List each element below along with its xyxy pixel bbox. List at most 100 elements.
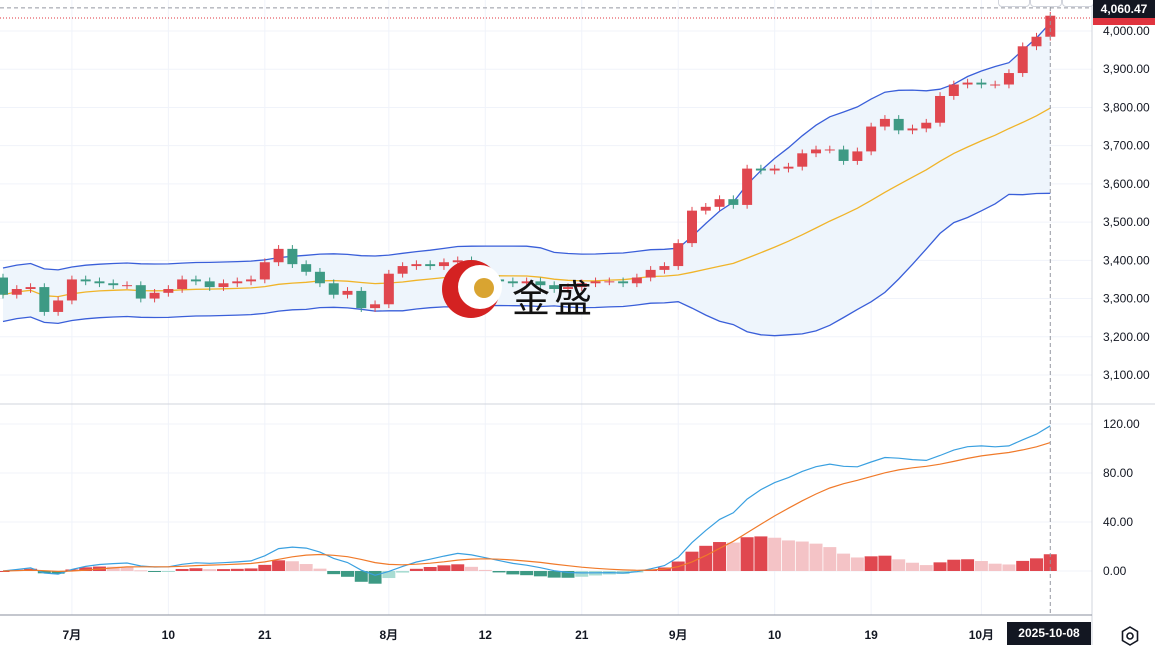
price-tick-label: 3,500.00 xyxy=(1103,215,1150,229)
macd-histogram-bar xyxy=(575,571,589,577)
candle-body xyxy=(811,149,822,154)
macd-histogram-bar xyxy=(754,536,768,571)
candle-body xyxy=(590,281,601,284)
candle-body xyxy=(618,281,629,284)
macd-histogram-bar xyxy=(988,563,1002,571)
candle-body xyxy=(866,126,877,152)
candle-body xyxy=(190,279,201,282)
macd-histogram-bar xyxy=(713,542,727,571)
macd-histogram-bar xyxy=(561,571,575,578)
bollinger-fill xyxy=(3,22,1051,336)
candle-body xyxy=(659,266,670,270)
candle-body xyxy=(714,199,725,207)
candle-body xyxy=(301,264,312,272)
macd-histogram-bar xyxy=(533,571,547,577)
price-tick-label: 3,600.00 xyxy=(1103,177,1150,191)
macd-histogram-bar xyxy=(699,545,713,571)
candle-body xyxy=(397,266,408,274)
candle-body xyxy=(921,122,932,129)
candle-body xyxy=(700,206,711,211)
time-tick-label: 10月 xyxy=(969,628,994,642)
macd-histogram-bar xyxy=(161,571,175,572)
candle-body xyxy=(287,248,298,265)
candle-body xyxy=(604,281,615,283)
macd-histogram-bar xyxy=(148,571,162,572)
candle-body xyxy=(976,82,987,85)
price-tick-label: 3,800.00 xyxy=(1103,100,1150,114)
macd-histogram-bar xyxy=(974,561,988,571)
toolbar-button[interactable] xyxy=(998,0,1030,7)
candle-body xyxy=(948,84,959,96)
macd-histogram-bar xyxy=(189,568,203,571)
price-tick-label: 3,900.00 xyxy=(1103,62,1150,76)
candle-body xyxy=(356,290,367,309)
candle-body xyxy=(755,168,766,171)
bollinger-lower-line xyxy=(2,192,1051,337)
gear-icon[interactable] xyxy=(1120,626,1140,646)
candle-body xyxy=(631,277,642,284)
candle-body xyxy=(1003,73,1014,85)
price-tick-label: 4,000.00 xyxy=(1103,24,1150,38)
candle-body xyxy=(838,149,849,161)
candle-body xyxy=(852,151,863,161)
macd-histogram-bar xyxy=(465,566,479,571)
macd-tick-label: 80.00 xyxy=(1103,466,1133,480)
bollinger-upper-line xyxy=(2,22,1051,271)
time-tick-label: 21 xyxy=(258,628,272,642)
candle-body xyxy=(0,277,8,295)
candle-body xyxy=(769,168,780,171)
candle-body xyxy=(824,149,835,151)
crosshair-date-label: 2025-10-08 xyxy=(1007,622,1091,645)
macd-histogram-bar xyxy=(864,556,878,571)
candle-body xyxy=(94,281,105,284)
price-tick-label: 3,700.00 xyxy=(1103,139,1150,153)
candle-body xyxy=(218,283,229,288)
candle-body xyxy=(466,260,477,274)
candle-body xyxy=(645,269,656,278)
candle-body xyxy=(232,281,243,284)
candle-body xyxy=(328,283,339,295)
candle-body xyxy=(962,82,973,85)
macd-histogram-bar xyxy=(396,571,410,573)
macd-histogram-bar xyxy=(175,568,189,571)
macd-histogram-bar xyxy=(120,567,134,571)
macd-histogram-bar xyxy=(230,568,244,571)
macd-histogram-bar xyxy=(341,571,354,577)
toolbar-button[interactable] xyxy=(1062,0,1094,7)
macd-histogram-bar xyxy=(795,541,809,571)
macd-histogram-bar xyxy=(520,571,534,576)
candle-body xyxy=(535,281,546,286)
candle-body xyxy=(163,289,174,293)
candle-body xyxy=(66,279,77,301)
time-tick-label: 9月 xyxy=(669,628,688,642)
macd-histogram-bar xyxy=(933,562,947,571)
candle-body xyxy=(135,285,146,299)
candle-body xyxy=(177,279,188,289)
macd-histogram-bar xyxy=(423,566,437,571)
candle-body xyxy=(259,262,270,280)
price-tick-label: 3,100.00 xyxy=(1103,368,1150,382)
macd-histogram-bar xyxy=(51,571,65,574)
candle-body xyxy=(11,289,22,295)
macd-tick-label: 0.00 xyxy=(1103,564,1127,578)
time-tick-label: 7月 xyxy=(63,628,82,642)
toolbar-button[interactable] xyxy=(1030,0,1062,7)
crosshair-price-label: 4,060.47 xyxy=(1093,0,1155,18)
candle-body xyxy=(383,273,394,305)
macd-signal-line xyxy=(2,442,1051,573)
candle-body xyxy=(879,118,890,127)
candle-body xyxy=(893,118,904,131)
macd-histogram-bar xyxy=(327,571,341,575)
macd-histogram-bar xyxy=(878,555,892,571)
candle-body xyxy=(425,264,436,267)
price-tick-label: 3,400.00 xyxy=(1103,253,1150,267)
candle-body xyxy=(742,168,753,205)
macd-histogram-bar xyxy=(947,559,961,571)
candle-body xyxy=(452,260,463,263)
macd-histogram-bar xyxy=(106,566,120,571)
macd-histogram-bar xyxy=(492,571,506,573)
candle-body xyxy=(80,279,91,282)
macd-histogram-bar xyxy=(368,571,382,584)
macd-histogram-bar xyxy=(65,569,79,571)
